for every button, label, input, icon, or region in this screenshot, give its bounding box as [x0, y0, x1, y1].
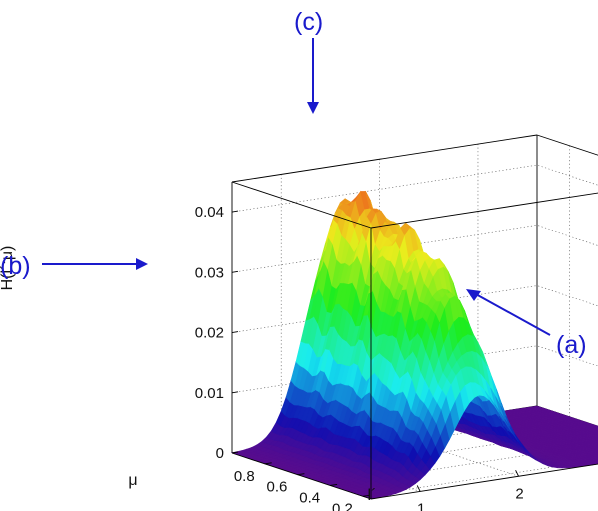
- box-edge: [231, 452, 372, 500]
- surface: [230, 190, 598, 500]
- z-tick-mark: [231, 391, 239, 394]
- z-tick-mark: [231, 331, 239, 333]
- arrow-c: [307, 38, 319, 114]
- box-edge: [231, 181, 372, 229]
- arrow-a: [466, 289, 551, 336]
- grid-line: [536, 164, 598, 186]
- lprime-tick-label: 2: [515, 485, 523, 502]
- grid-line: [231, 345, 538, 394]
- surface-patch: [594, 457, 598, 460]
- z-tick-label: 0.03: [195, 264, 224, 281]
- box-edge: [231, 134, 538, 183]
- grid-line: [231, 285, 538, 333]
- y-axis-label: μ: [128, 472, 137, 489]
- surface-patch: [594, 445, 598, 448]
- surface-patch: [593, 459, 598, 463]
- z-tick-label: 0: [216, 445, 224, 462]
- surface-patch: [593, 426, 598, 429]
- annotation-b: (b): [0, 252, 31, 280]
- mu-tick-mark: [330, 484, 338, 486]
- x-axis-label: l´: [368, 487, 377, 504]
- mu-tick-label: 0.8: [234, 468, 255, 485]
- mu-tick-mark: [297, 473, 305, 476]
- lprime-tick-mark: [416, 485, 421, 492]
- z-tick-mark: [231, 270, 239, 273]
- z-tick-label: 0.01: [195, 385, 224, 402]
- box-edge: [370, 463, 598, 500]
- lprime-tick-label: 1: [417, 500, 425, 511]
- surface-patch: [593, 461, 598, 465]
- z-axis-ticks: 0 0.01 0.02 0.03 0.04: [195, 204, 239, 462]
- lprime-axis-ticks: 123: [416, 470, 524, 511]
- grid-line: [231, 225, 538, 273]
- z-tick-mark: [231, 210, 239, 213]
- surface-patch: [594, 447, 598, 451]
- mu-tick-mark: [264, 462, 272, 465]
- surface-patch: [595, 431, 598, 434]
- surface-patch: [594, 433, 598, 437]
- box-edge: [536, 134, 598, 156]
- surface-patch: [593, 449, 598, 453]
- annotation-a: (a): [556, 331, 587, 359]
- grid-line: [231, 164, 538, 213]
- mu-tick-label: 0.2: [332, 500, 353, 511]
- z-axis-label: H(l´;μ): [0, 246, 16, 291]
- front-box: [231, 181, 598, 500]
- arrow-b: [42, 258, 148, 270]
- grid-line: [536, 285, 598, 307]
- annotation-c: (c): [294, 8, 323, 36]
- surface-patch: [593, 437, 598, 441]
- z-tick-label: 0.04: [195, 204, 224, 221]
- box-edge: [370, 192, 598, 229]
- lprime-tick-mark: [515, 470, 519, 477]
- surface-patch: [594, 435, 598, 439]
- surface-patch: [595, 443, 598, 446]
- z-tick-label: 0.02: [195, 325, 224, 342]
- mu-tick-label: 0.6: [267, 479, 288, 496]
- mu-tick-label: 0.4: [299, 489, 320, 506]
- surface-patch: [595, 455, 598, 458]
- grid-line: [362, 459, 598, 497]
- grid-line: [536, 225, 598, 246]
- mu-tick-mark: [362, 494, 370, 497]
- mu-axis-ticks: 0.2 0.4 0.6 0.8: [234, 462, 370, 511]
- z-tick-mark: [231, 451, 239, 454]
